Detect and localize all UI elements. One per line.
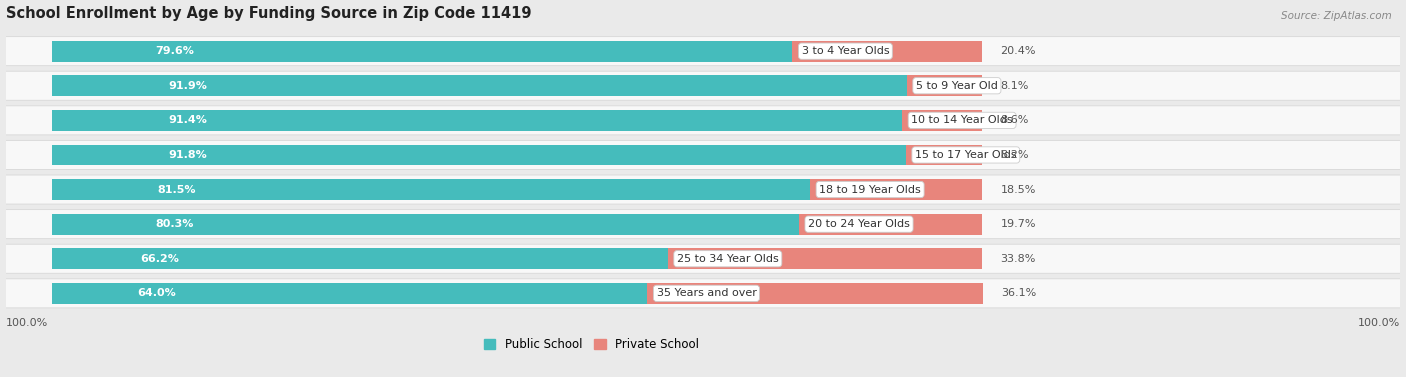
Text: 81.5%: 81.5% <box>157 185 195 195</box>
Legend: Public School, Private School: Public School, Private School <box>479 333 704 356</box>
Text: 36.1%: 36.1% <box>1001 288 1036 298</box>
Text: 33.8%: 33.8% <box>1001 254 1036 264</box>
Text: 19.7%: 19.7% <box>1001 219 1036 229</box>
Text: 64.0%: 64.0% <box>138 288 176 298</box>
FancyBboxPatch shape <box>6 279 1400 308</box>
Text: Source: ZipAtlas.com: Source: ZipAtlas.com <box>1281 11 1392 21</box>
Text: 8.2%: 8.2% <box>1001 150 1029 160</box>
Text: 91.8%: 91.8% <box>169 150 207 160</box>
Bar <box>810 179 981 200</box>
Text: 18.5%: 18.5% <box>1001 185 1036 195</box>
Text: 91.9%: 91.9% <box>169 81 208 91</box>
Text: 18 to 19 Year Olds: 18 to 19 Year Olds <box>820 185 921 195</box>
Bar <box>52 41 792 61</box>
Bar <box>905 144 981 166</box>
Text: 3 to 4 Year Olds: 3 to 4 Year Olds <box>801 46 889 56</box>
FancyBboxPatch shape <box>6 210 1400 239</box>
Text: 100.0%: 100.0% <box>1358 318 1400 328</box>
Bar <box>647 283 983 304</box>
FancyBboxPatch shape <box>6 175 1400 204</box>
Bar <box>799 214 981 234</box>
Text: 100.0%: 100.0% <box>6 318 48 328</box>
FancyBboxPatch shape <box>6 106 1400 135</box>
Bar <box>792 41 981 61</box>
Text: 8.6%: 8.6% <box>1001 115 1029 125</box>
Bar <box>903 110 981 131</box>
Text: 25 to 34 Year Olds: 25 to 34 Year Olds <box>676 254 779 264</box>
Text: 8.1%: 8.1% <box>1001 81 1029 91</box>
Text: 35 Years and over: 35 Years and over <box>657 288 756 298</box>
Text: 66.2%: 66.2% <box>139 254 179 264</box>
Bar <box>52 179 810 200</box>
Bar <box>52 283 647 304</box>
FancyBboxPatch shape <box>6 140 1400 170</box>
Bar <box>668 248 981 269</box>
Text: School Enrollment by Age by Funding Source in Zip Code 11419: School Enrollment by Age by Funding Sour… <box>6 6 531 21</box>
Text: 20.4%: 20.4% <box>1001 46 1036 56</box>
Text: 80.3%: 80.3% <box>156 219 194 229</box>
Bar <box>52 214 799 234</box>
Bar <box>52 110 903 131</box>
Text: 91.4%: 91.4% <box>167 115 207 125</box>
Bar <box>52 248 668 269</box>
Bar <box>907 75 981 96</box>
Text: 20 to 24 Year Olds: 20 to 24 Year Olds <box>808 219 910 229</box>
Bar <box>52 144 905 166</box>
Text: 10 to 14 Year Olds: 10 to 14 Year Olds <box>911 115 1012 125</box>
Bar <box>52 75 907 96</box>
FancyBboxPatch shape <box>6 37 1400 66</box>
Text: 79.6%: 79.6% <box>155 46 194 56</box>
Text: 5 to 9 Year Old: 5 to 9 Year Old <box>915 81 998 91</box>
FancyBboxPatch shape <box>6 71 1400 100</box>
FancyBboxPatch shape <box>6 244 1400 273</box>
Text: 15 to 17 Year Olds: 15 to 17 Year Olds <box>915 150 1017 160</box>
